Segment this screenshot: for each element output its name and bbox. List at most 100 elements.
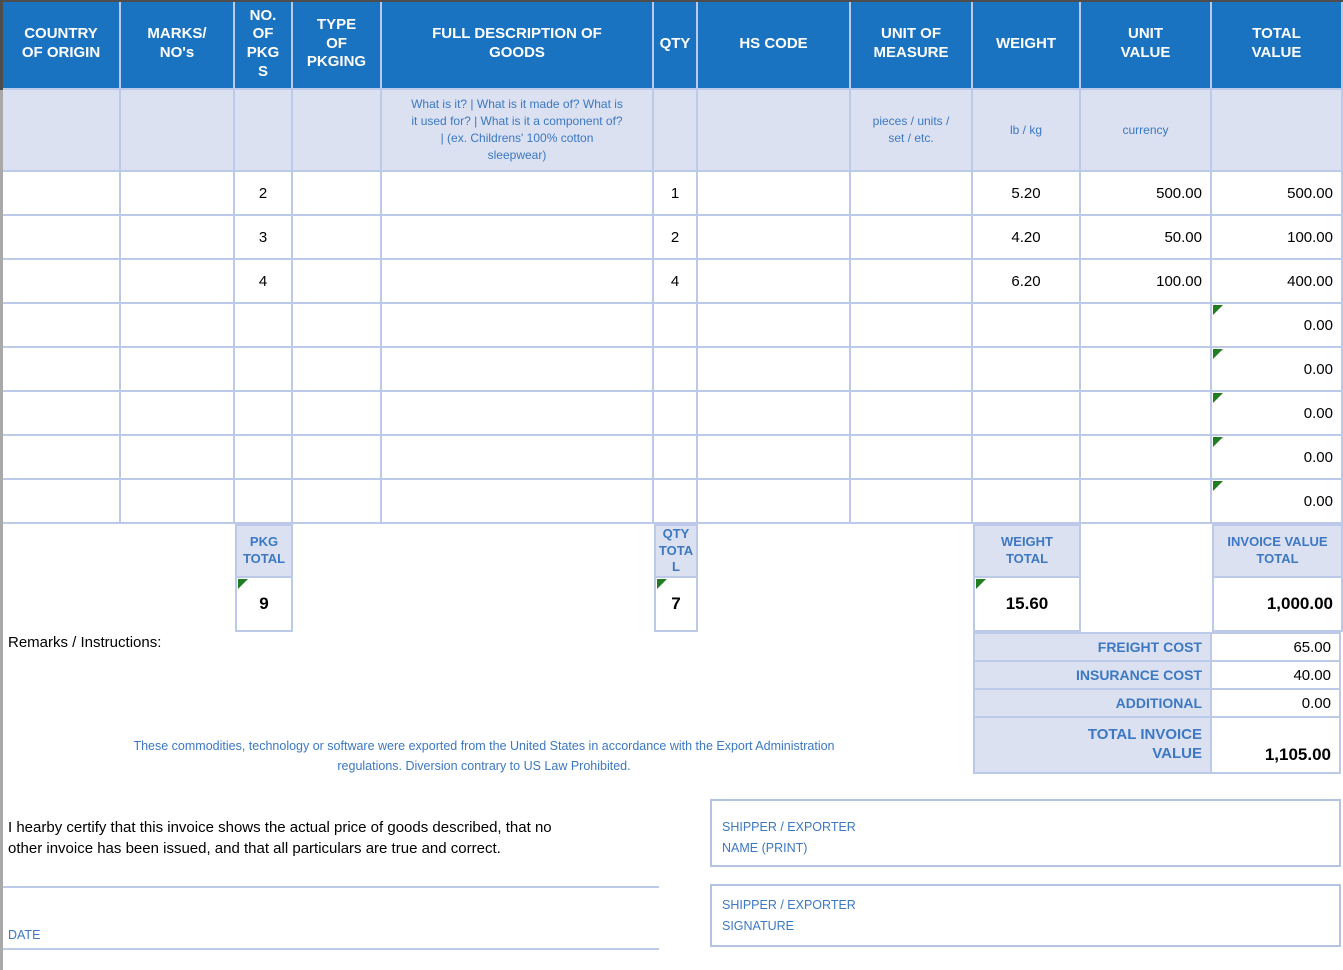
cell-pkgs[interactable] (235, 348, 293, 392)
col-header-no-of-pkgs[interactable]: NO. OF PKG S (235, 0, 293, 90)
cell-total-value[interactable]: 0.00 (1212, 348, 1343, 392)
col-header-hs-code[interactable]: HS CODE (698, 0, 851, 90)
cell-weight[interactable] (973, 304, 1081, 348)
cell-country[interactable] (3, 348, 121, 392)
cell-hs-code[interactable] (698, 216, 851, 260)
hint-description[interactable]: What is it? | What is it made of? What i… (382, 90, 654, 172)
col-header-unit-value[interactable]: UNIT VALUE (1081, 0, 1212, 90)
cell-pkgs[interactable]: 3 (235, 216, 293, 260)
cell-country[interactable] (3, 172, 121, 216)
cell-pkging[interactable] (293, 172, 382, 216)
cell-total-value[interactable]: 0.00 (1212, 436, 1343, 480)
cell-unit-value[interactable]: 500.00 (1081, 172, 1212, 216)
cell-pkging[interactable] (293, 436, 382, 480)
cell-country[interactable] (3, 304, 121, 348)
cell-description[interactable] (382, 392, 654, 436)
cell-description[interactable] (382, 172, 654, 216)
shipper-name-box[interactable]: SHIPPER / EXPORTER NAME (PRINT) (710, 799, 1341, 867)
cell-total-value[interactable]: 0.00 (1212, 480, 1343, 524)
cell-description[interactable] (382, 216, 654, 260)
col-header-total-value[interactable]: TOTAL VALUE (1212, 0, 1343, 90)
pkg-total-value[interactable]: 9 (235, 578, 293, 632)
cell-qty[interactable]: 1 (654, 172, 698, 216)
col-header-type-of-pkging[interactable]: TYPE OF PKGING (293, 0, 382, 90)
cell-qty[interactable] (654, 392, 698, 436)
cell-unit-value[interactable]: 50.00 (1081, 216, 1212, 260)
cell-unit-of-measure[interactable] (851, 348, 973, 392)
cell-pkgs[interactable] (235, 392, 293, 436)
cell-pkging[interactable] (293, 480, 382, 524)
additional-label[interactable]: ADDITIONAL (975, 690, 1212, 718)
date-label[interactable]: DATE (8, 928, 41, 942)
cell-total-value[interactable]: 0.00 (1212, 304, 1343, 348)
cell-weight[interactable]: 6.20 (973, 260, 1081, 304)
cell-unit-value[interactable] (1081, 436, 1212, 480)
weight-total-value[interactable]: 15.60 (973, 578, 1081, 632)
hint-country[interactable] (3, 90, 121, 172)
cell-total-value[interactable]: 100.00 (1212, 216, 1343, 260)
cell-marks[interactable] (121, 216, 235, 260)
total-invoice-value-value[interactable]: 1,105.00 (1212, 718, 1341, 774)
col-header-qty[interactable]: QTY (654, 0, 698, 90)
additional-value[interactable]: 0.00 (1212, 690, 1341, 718)
cell-unit-of-measure[interactable] (851, 436, 973, 480)
cell-country[interactable] (3, 392, 121, 436)
hint-qty[interactable] (654, 90, 698, 172)
cell-country[interactable] (3, 260, 121, 304)
cell-pkging[interactable] (293, 392, 382, 436)
cell-qty[interactable] (654, 436, 698, 480)
cell-hs-code[interactable] (698, 260, 851, 304)
cell-unit-value[interactable] (1081, 392, 1212, 436)
cell-total-value[interactable]: 500.00 (1212, 172, 1343, 216)
cell-unit-value[interactable] (1081, 480, 1212, 524)
cell-hs-code[interactable] (698, 304, 851, 348)
cell-pkgs[interactable] (235, 480, 293, 524)
cell-pkgs[interactable] (235, 304, 293, 348)
col-header-country-of-origin[interactable]: COUNTRY OF ORIGIN (3, 0, 121, 90)
cell-pkging[interactable] (293, 216, 382, 260)
cell-qty[interactable] (654, 304, 698, 348)
cell-qty[interactable]: 4 (654, 260, 698, 304)
cell-description[interactable] (382, 436, 654, 480)
col-header-weight[interactable]: WEIGHT (973, 0, 1081, 90)
cell-pkging[interactable] (293, 304, 382, 348)
cell-unit-of-measure[interactable] (851, 392, 973, 436)
cell-total-value[interactable]: 400.00 (1212, 260, 1343, 304)
cell-marks[interactable] (121, 172, 235, 216)
cell-marks[interactable] (121, 480, 235, 524)
cell-pkging[interactable] (293, 260, 382, 304)
cell-hs-code[interactable] (698, 348, 851, 392)
cell-total-value[interactable]: 0.00 (1212, 392, 1343, 436)
cell-pkgs[interactable]: 2 (235, 172, 293, 216)
hint-pkging[interactable] (293, 90, 382, 172)
cell-hs-code[interactable] (698, 436, 851, 480)
hint-unit-of-measure[interactable]: pieces / units / set / etc. (851, 90, 973, 172)
cell-unit-of-measure[interactable] (851, 172, 973, 216)
hint-hs-code[interactable] (698, 90, 851, 172)
cell-weight[interactable] (973, 436, 1081, 480)
cell-weight[interactable] (973, 480, 1081, 524)
invoice-value-total-label[interactable]: INVOICE VALUE TOTAL (1212, 524, 1343, 578)
hint-total-value[interactable] (1212, 90, 1343, 172)
cell-hs-code[interactable] (698, 480, 851, 524)
hint-pkgs[interactable] (235, 90, 293, 172)
cell-weight[interactable]: 5.20 (973, 172, 1081, 216)
cell-country[interactable] (3, 480, 121, 524)
shipper-signature-box[interactable]: SHIPPER / EXPORTER SIGNATURE (710, 884, 1341, 947)
cell-unit-value[interactable] (1081, 348, 1212, 392)
cell-unit-of-measure[interactable] (851, 260, 973, 304)
weight-total-label[interactable]: WEIGHT TOTAL (973, 524, 1081, 578)
cell-pkging[interactable] (293, 348, 382, 392)
cell-qty[interactable]: 2 (654, 216, 698, 260)
cell-qty[interactable] (654, 480, 698, 524)
pkg-total-label[interactable]: PKG TOTAL (235, 524, 293, 578)
cell-country[interactable] (3, 216, 121, 260)
cell-unit-of-measure[interactable] (851, 304, 973, 348)
cell-marks[interactable] (121, 348, 235, 392)
cell-hs-code[interactable] (698, 392, 851, 436)
cell-unit-value[interactable] (1081, 304, 1212, 348)
cell-pkgs[interactable]: 4 (235, 260, 293, 304)
invoice-value-total-value[interactable]: 1,000.00 (1212, 578, 1343, 632)
cell-weight[interactable] (973, 392, 1081, 436)
cell-description[interactable] (382, 260, 654, 304)
